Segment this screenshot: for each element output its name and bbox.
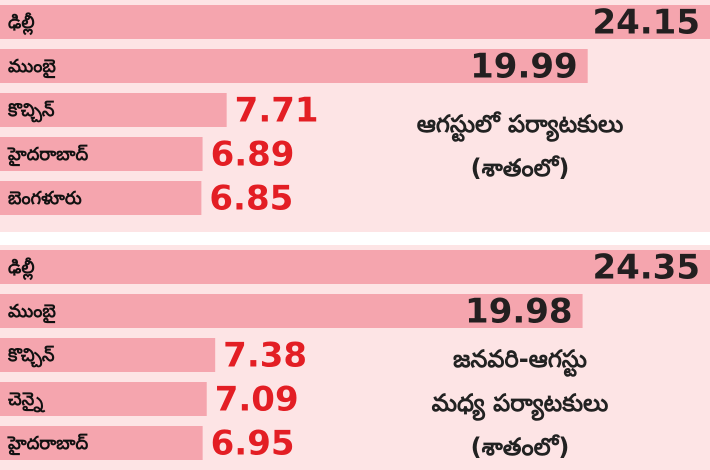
annotation: జనవరి-ఆగస్టు [453,345,587,377]
category-label: కొచ్చిన్ [7,345,55,368]
value-label: 7.09 [215,380,299,420]
category-label: ఢిల్లీ [8,12,35,36]
bar [0,93,227,127]
bar [0,5,710,39]
annotation: (శాతంలో) [471,154,570,182]
category-label: హైదరాబాద్ [7,433,88,456]
annotation: మధ్య పర్యాటకులు [432,389,609,421]
value-label: 19.99 [470,47,578,87]
category-label: కొచ్చిన్ [7,100,55,123]
value-label: 6.85 [209,179,293,219]
category-label: ముంబై [8,301,56,324]
value-label: 24.15 [592,3,700,43]
category-label: బెంగళూరు [8,188,82,209]
category-label: చెన్నై [8,389,45,413]
value-label: 6.95 [211,424,295,464]
value-label: 24.35 [592,248,700,288]
value-label: 6.89 [211,135,295,175]
bar [0,294,583,328]
value-label: 7.71 [235,91,319,131]
bar [0,382,207,416]
bar [0,250,710,284]
bar [0,181,202,215]
category-label: హైదరాబాద్ [7,144,88,167]
category-label: ముంబై [8,56,56,79]
annotation: ఆగస్టులో పర్యాటకులు [417,110,624,142]
value-label: 7.38 [223,336,307,376]
bar [0,49,588,83]
bar [0,338,216,372]
annotation: (శాతంలో) [471,433,570,461]
bar [0,426,203,460]
bar [0,137,203,171]
category-label: ఢిల్లీ [8,257,35,281]
value-label: 19.98 [465,292,573,332]
